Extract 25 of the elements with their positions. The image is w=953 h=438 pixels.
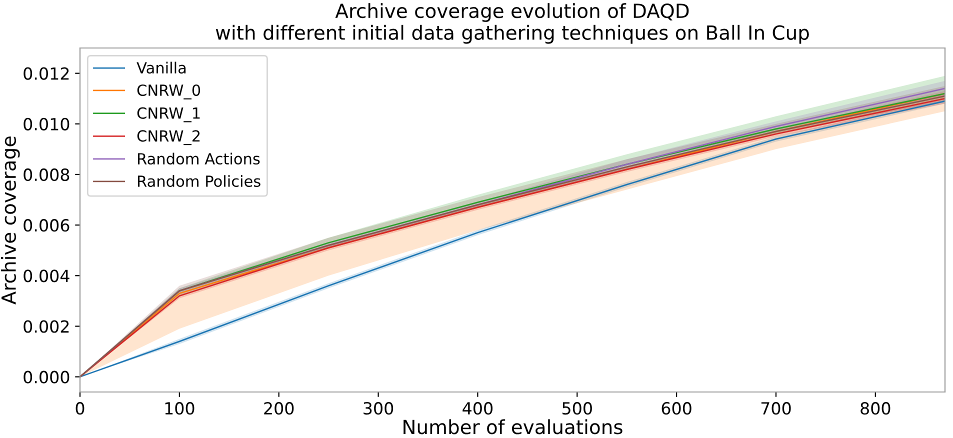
- y-tick-label: 0.002: [24, 320, 69, 333]
- x-tick-label: 200: [264, 402, 294, 415]
- chart-title: Archive coverage evolution of DAQD with different initial data gathering techniques on Ball In Cup: [216, 3, 809, 44]
- y-tick-label: 0.012: [24, 67, 69, 80]
- legend-label: CNRW_2: [137, 130, 200, 146]
- legend-label: Random Actions: [138, 152, 260, 165]
- legend-label: CNRW_1: [137, 107, 200, 122]
- x-tick-label: 0: [76, 402, 84, 415]
- legend-label: Vanilla: [136, 62, 186, 74]
- x-tick-label: 100: [165, 402, 194, 415]
- y-tick-label: 0.006: [24, 219, 70, 232]
- x-tick-label: 800: [860, 402, 890, 415]
- legend-label: CNRW_0: [137, 84, 200, 100]
- legend-label: Random Policies: [138, 175, 260, 187]
- x-axis-title: Number of evaluations: [404, 419, 622, 434]
- y-tick-label: 0.004: [24, 270, 70, 282]
- x-tick-label: 700: [761, 402, 791, 415]
- x-tick-label: 300: [364, 402, 394, 415]
- y-tick-label: 0.008: [24, 168, 70, 182]
- x-tick-label: 400: [462, 402, 492, 415]
- y-tick-label: 0.000: [24, 370, 70, 384]
- y-axis-title: Archive coverage: [0, 136, 20, 304]
- x-tick-label: 600: [662, 402, 692, 415]
- x-tick-label: 500: [562, 402, 592, 415]
- y-tick-label: 0.010: [24, 118, 70, 130]
